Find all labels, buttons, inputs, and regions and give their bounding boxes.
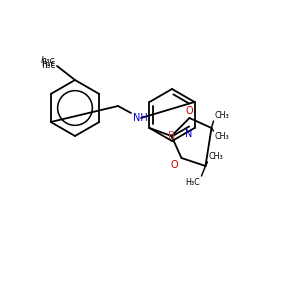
Text: N: N xyxy=(185,129,193,139)
Text: B: B xyxy=(168,131,175,141)
Text: CH₃: CH₃ xyxy=(214,132,229,141)
Text: h₃c: h₃c xyxy=(40,59,55,68)
Text: O: O xyxy=(186,106,193,116)
Text: NH: NH xyxy=(133,113,148,123)
Text: CH₃: CH₃ xyxy=(208,152,223,161)
Text: H₃C: H₃C xyxy=(186,178,200,187)
Text: h₃c: h₃c xyxy=(40,61,55,70)
Text: CH₃: CH₃ xyxy=(214,111,229,120)
Text: O: O xyxy=(171,160,178,170)
Text: h₃c: h₃c xyxy=(40,56,55,65)
